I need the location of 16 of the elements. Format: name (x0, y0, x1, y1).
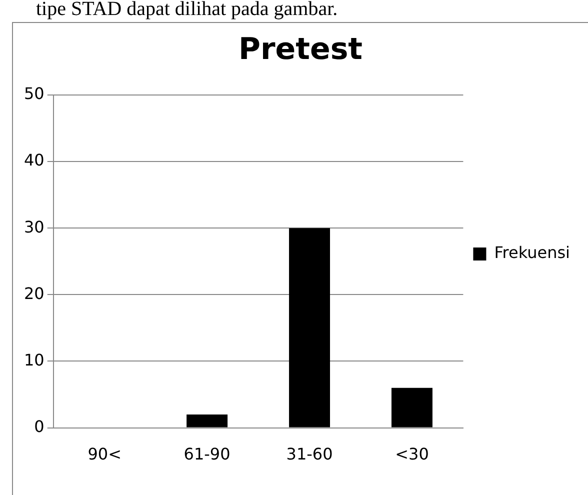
y-tick-label: 20 (24, 284, 44, 303)
y-tick-label: 30 (24, 217, 44, 236)
text: tipe STAD dapat dilihat pada gambar. (36, 0, 338, 21)
chart-title: Pretest (238, 32, 363, 67)
x-tick-label: 90< (88, 444, 122, 464)
y-tick-label: 50 (24, 84, 44, 104)
y-tick-label: 10 (24, 350, 44, 370)
legend-label: Frekuensi (494, 243, 570, 262)
y-tick-label: 0 (34, 416, 44, 436)
bar (289, 228, 330, 428)
y-tick-label: 40 (24, 150, 44, 170)
x-tick-label: 31-60 (286, 444, 333, 464)
bar (391, 388, 432, 428)
x-tick-label: <30 (395, 444, 429, 464)
x-tick-label: 61-90 (184, 444, 230, 464)
bar (186, 414, 228, 428)
